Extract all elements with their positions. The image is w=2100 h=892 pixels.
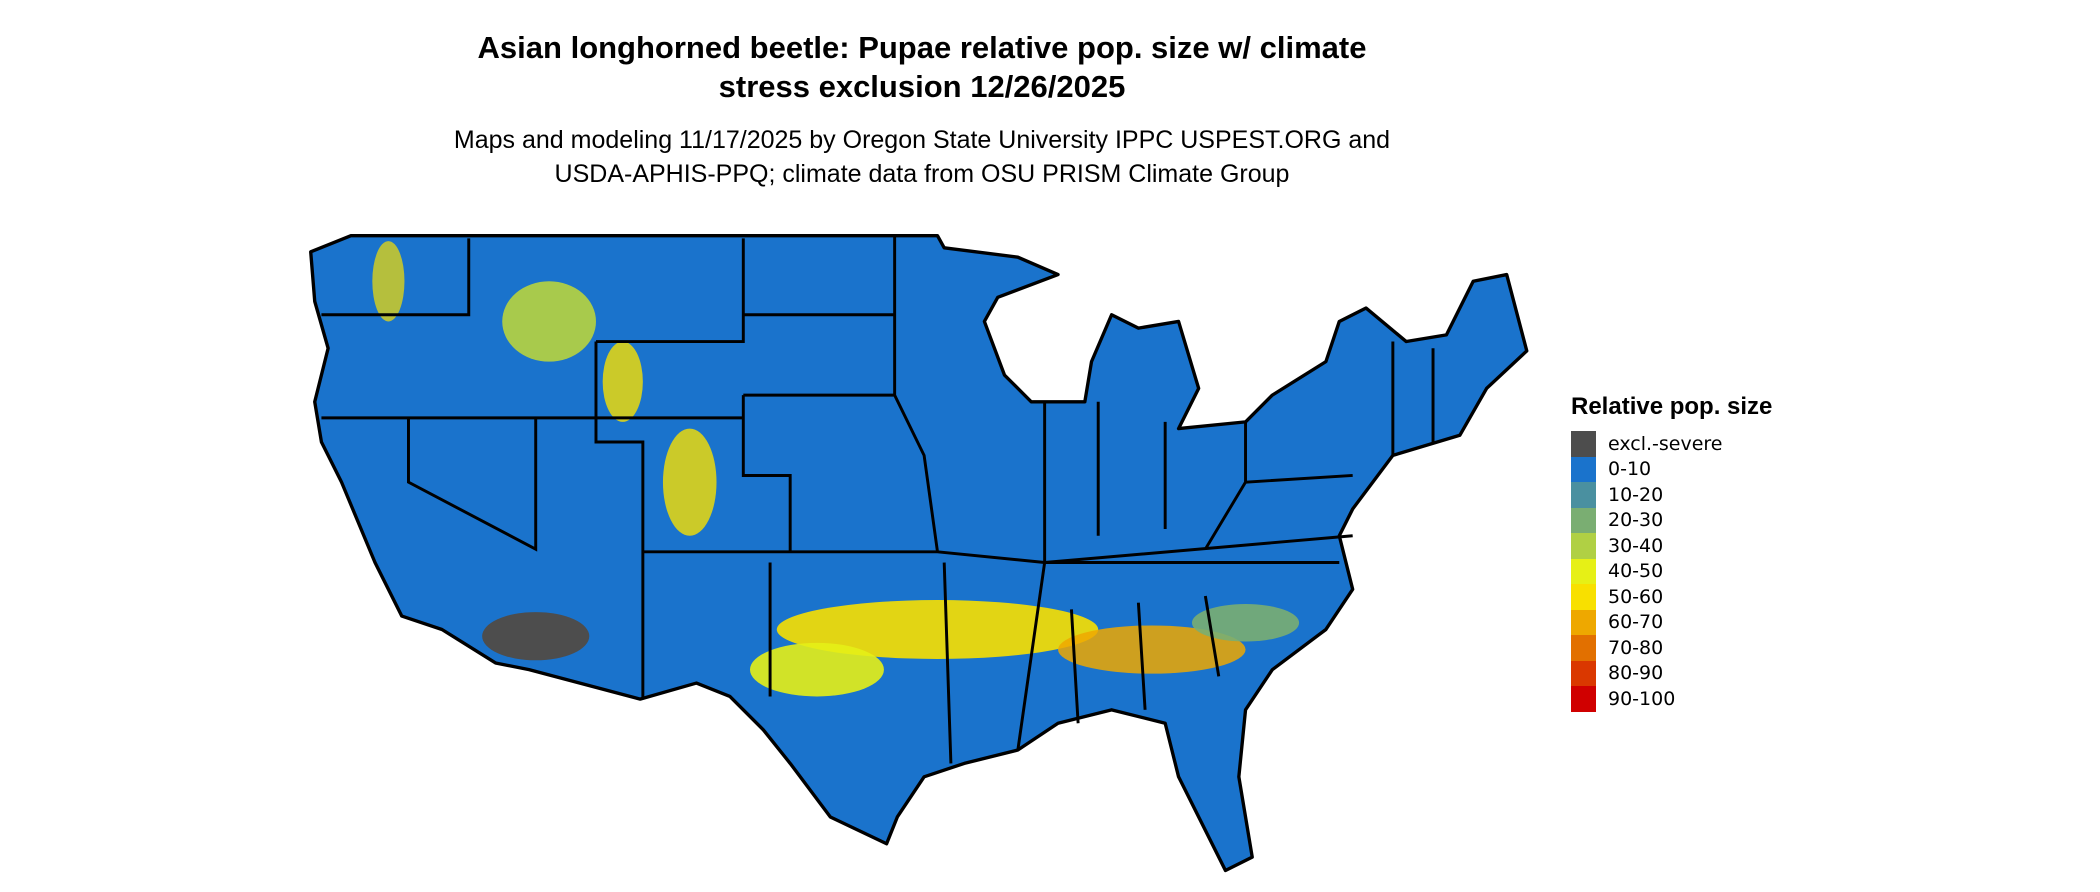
patch-washington — [372, 241, 405, 322]
suitability-patches — [372, 241, 1300, 697]
legend-item: excl.-severe — [1571, 431, 1772, 457]
legend-swatch — [1571, 635, 1596, 661]
legend-swatch — [1571, 660, 1596, 686]
legend-swatch — [1571, 431, 1596, 457]
legend-item: 40-50 — [1571, 558, 1772, 584]
legend-swatch — [1571, 507, 1596, 533]
legend-label: 50-60 — [1608, 585, 1664, 608]
legend: Relative pop. size excl.-severe 0-10 10-20… — [1571, 393, 1772, 712]
title-line-1: Asian longhorned beetle: Pupae relative … — [477, 30, 1367, 65]
legend-title: Relative pop. size — [1571, 393, 1773, 420]
legend-item: 50-60 — [1571, 584, 1772, 610]
legend-swatch — [1571, 609, 1596, 635]
patch-southern-band-2 — [1058, 625, 1246, 674]
legend-label: 0-10 — [1608, 458, 1652, 481]
patch-texas — [750, 642, 884, 697]
legend-label: 80-90 — [1608, 662, 1664, 685]
legend-label: 70-80 — [1608, 636, 1664, 659]
legend-swatch — [1571, 482, 1596, 508]
legend-swatch — [1571, 533, 1596, 559]
legend-label: 40-50 — [1608, 560, 1664, 583]
legend-item: 90-100 — [1571, 686, 1772, 712]
patch-arizona-excluded — [482, 612, 590, 661]
legend-item: 70-80 — [1571, 635, 1772, 661]
patch-idaho-montana — [502, 281, 596, 362]
patch-southern-band — [776, 600, 1099, 659]
legend-item: 30-40 — [1571, 533, 1772, 559]
legend-label: excl.-severe — [1608, 432, 1723, 455]
title-line-2: stress exclusion 12/26/2025 — [718, 69, 1126, 104]
legend-label: 30-40 — [1608, 534, 1664, 557]
legend-swatch — [1571, 584, 1596, 610]
legend-swatch — [1571, 558, 1596, 584]
patch-carolinas — [1191, 604, 1300, 642]
legend-label: 10-20 — [1608, 483, 1664, 506]
legend-item: 10-20 — [1571, 482, 1772, 508]
legend-item: 0-10 — [1571, 456, 1772, 482]
patch-wyoming — [602, 341, 643, 422]
map-title: Asian longhorned beetle: Pupae relative … — [322, 28, 1522, 106]
legend-swatch — [1571, 686, 1596, 712]
map-subtitle: Maps and modeling 11/17/2025 by Oregon S… — [322, 123, 1522, 191]
state-borders — [321, 235, 1435, 764]
patch-colorado — [662, 428, 717, 536]
legend-label: 60-70 — [1608, 611, 1664, 634]
subtitle-line-2: USDA-APHIS-PPQ; climate data from OSU PR… — [554, 160, 1290, 188]
legend-item: 60-70 — [1571, 609, 1772, 635]
subtitle-line-1: Maps and modeling 11/17/2025 by Oregon S… — [453, 126, 1391, 154]
legend-item: 20-30 — [1571, 507, 1772, 533]
legend-label: 90-100 — [1608, 687, 1676, 710]
legend-label: 20-30 — [1608, 509, 1664, 532]
legend-item: 80-90 — [1571, 660, 1772, 686]
legend-swatch — [1571, 456, 1596, 482]
